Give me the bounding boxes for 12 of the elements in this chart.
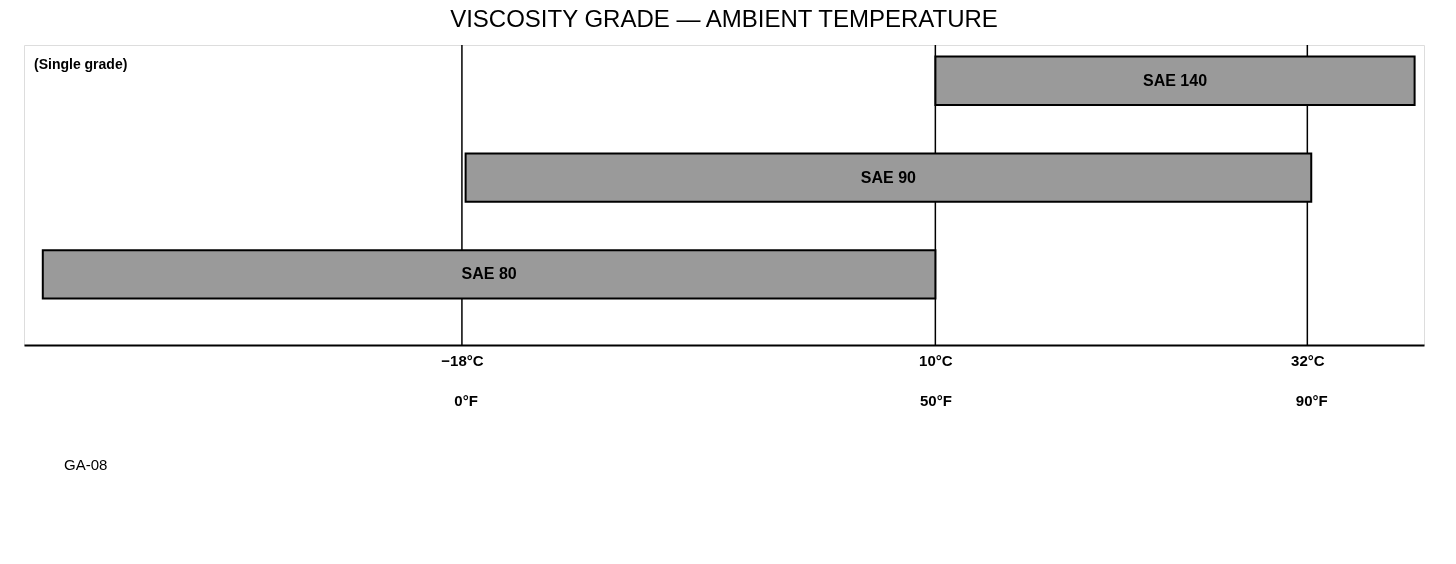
x-tick-label: 0°F: [454, 391, 478, 409]
y-tick-label: SAE 90: [860, 168, 917, 186]
text: GA-08: [64, 456, 108, 473]
chart-title: VISCOSITY GRADE — AMBIENT TEMPERATURE: [450, 5, 998, 33]
text: (Single grade): [34, 56, 128, 72]
y-tick-label: SAE 80: [461, 265, 517, 283]
x-tick-label: 50°F: [919, 391, 952, 409]
x2-tick-label: 32°C: [1291, 351, 1325, 369]
x2-tick-label: 10°C: [919, 351, 953, 369]
x2-tick-label: −18°C: [441, 351, 484, 369]
y-tick-label: SAE 140: [1142, 71, 1208, 89]
x-tick-label: 90°F: [1295, 391, 1328, 409]
